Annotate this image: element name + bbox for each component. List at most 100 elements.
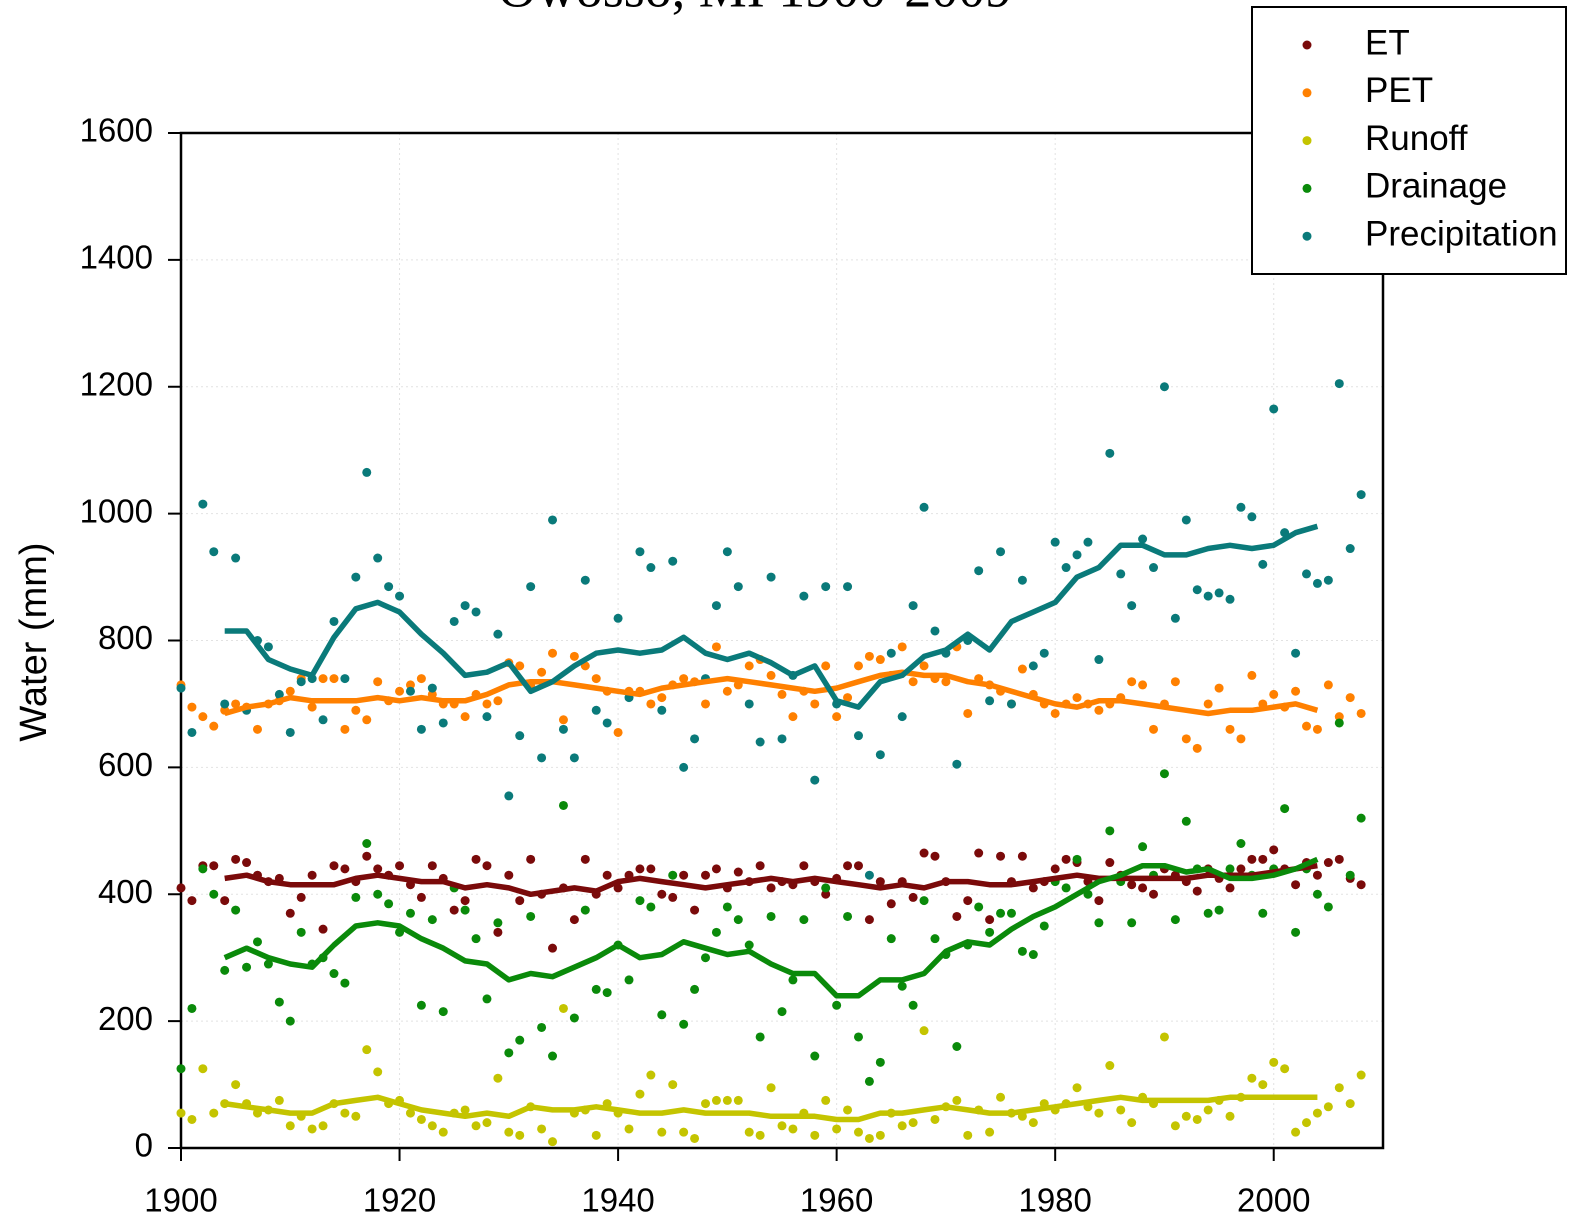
data-point	[548, 648, 558, 658]
data-point	[1334, 854, 1344, 864]
y-tick-label: 0	[135, 1127, 153, 1164]
data-point	[1236, 839, 1246, 848]
data-point	[504, 1127, 514, 1137]
x-tick-label: 1980	[1018, 1182, 1091, 1219]
data-point	[198, 1064, 208, 1074]
data-point	[974, 566, 984, 576]
data-point	[919, 502, 929, 512]
series-points	[176, 379, 1366, 880]
data-point	[679, 674, 689, 684]
data-point	[1280, 1064, 1290, 1074]
data-point	[307, 1124, 317, 1134]
data-point	[1312, 870, 1322, 880]
plot-frame	[179, 131, 1385, 1150]
data-point	[733, 1095, 743, 1105]
data-point	[526, 854, 536, 864]
data-point	[1334, 379, 1344, 389]
data-point	[187, 896, 197, 906]
data-point	[679, 1127, 689, 1137]
data-point	[1225, 883, 1235, 893]
data-point	[504, 791, 514, 801]
data-point	[657, 1127, 667, 1137]
data-point	[493, 629, 503, 639]
data-point	[405, 680, 415, 690]
data-point	[198, 499, 208, 509]
data-point	[908, 677, 918, 687]
data-point	[1225, 864, 1235, 874]
data-point	[373, 889, 383, 899]
data-point	[548, 943, 558, 953]
data-point	[821, 883, 831, 893]
data-point	[580, 575, 590, 585]
y-tick-label: 600	[98, 746, 153, 783]
data-point	[613, 883, 623, 893]
data-point	[187, 702, 197, 712]
data-point	[657, 1010, 667, 1020]
data-point	[416, 1114, 426, 1124]
data-point	[722, 1095, 732, 1105]
data-point	[919, 896, 929, 906]
data-point	[1302, 721, 1312, 731]
data-point	[788, 975, 798, 985]
data-point	[875, 1057, 885, 1067]
data-point	[886, 899, 896, 909]
data-point	[1214, 588, 1224, 598]
data-point	[231, 699, 241, 709]
legend-label: Runoff	[1365, 119, 1468, 158]
data-point	[1028, 950, 1038, 960]
data-point	[416, 674, 426, 684]
data-point	[591, 674, 601, 684]
data-point	[558, 715, 568, 725]
data-point	[1072, 854, 1082, 864]
data-point	[274, 689, 284, 699]
data-point	[1356, 708, 1366, 718]
data-point	[198, 864, 208, 874]
y-axis-label: Water (mm)	[13, 542, 55, 741]
data-point	[482, 699, 492, 709]
data-point	[952, 759, 962, 769]
data-point	[766, 1083, 776, 1093]
data-point	[482, 861, 492, 871]
data-point	[1236, 864, 1246, 874]
y-tick-label: 400	[98, 873, 153, 910]
data-point	[515, 1035, 525, 1045]
data-point	[1334, 712, 1344, 722]
data-point	[1006, 908, 1016, 918]
legend-marker	[1302, 136, 1312, 146]
data-point	[537, 667, 547, 677]
trend-line	[224, 1094, 1318, 1123]
data-point	[1291, 927, 1301, 937]
data-point	[690, 734, 700, 744]
data-point	[1094, 918, 1104, 928]
data-point	[668, 870, 678, 880]
data-point	[1170, 915, 1180, 925]
data-point	[755, 1032, 765, 1042]
data-point	[1105, 1061, 1115, 1071]
data-point	[537, 1124, 547, 1134]
data-point	[1203, 908, 1213, 918]
data-point	[209, 547, 219, 557]
data-point	[613, 727, 623, 737]
data-point	[1094, 1108, 1104, 1118]
series-points	[176, 1003, 1366, 1147]
data-point	[930, 934, 940, 944]
data-point	[690, 905, 700, 915]
data-point	[1039, 648, 1049, 658]
data-point	[318, 715, 328, 725]
data-point	[733, 582, 743, 592]
data-point	[1170, 1121, 1180, 1131]
data-point	[1159, 1032, 1169, 1042]
data-point	[329, 674, 339, 684]
data-point	[362, 851, 372, 861]
data-point	[515, 731, 525, 741]
data-point	[1192, 743, 1202, 753]
data-point	[722, 547, 732, 557]
data-point	[209, 721, 219, 731]
data-point	[853, 1032, 863, 1042]
data-point	[1159, 769, 1169, 779]
data-point	[1149, 563, 1159, 573]
data-point	[537, 753, 547, 763]
trend-line	[224, 862, 1318, 898]
data-point	[897, 642, 907, 652]
data-point	[198, 712, 208, 722]
